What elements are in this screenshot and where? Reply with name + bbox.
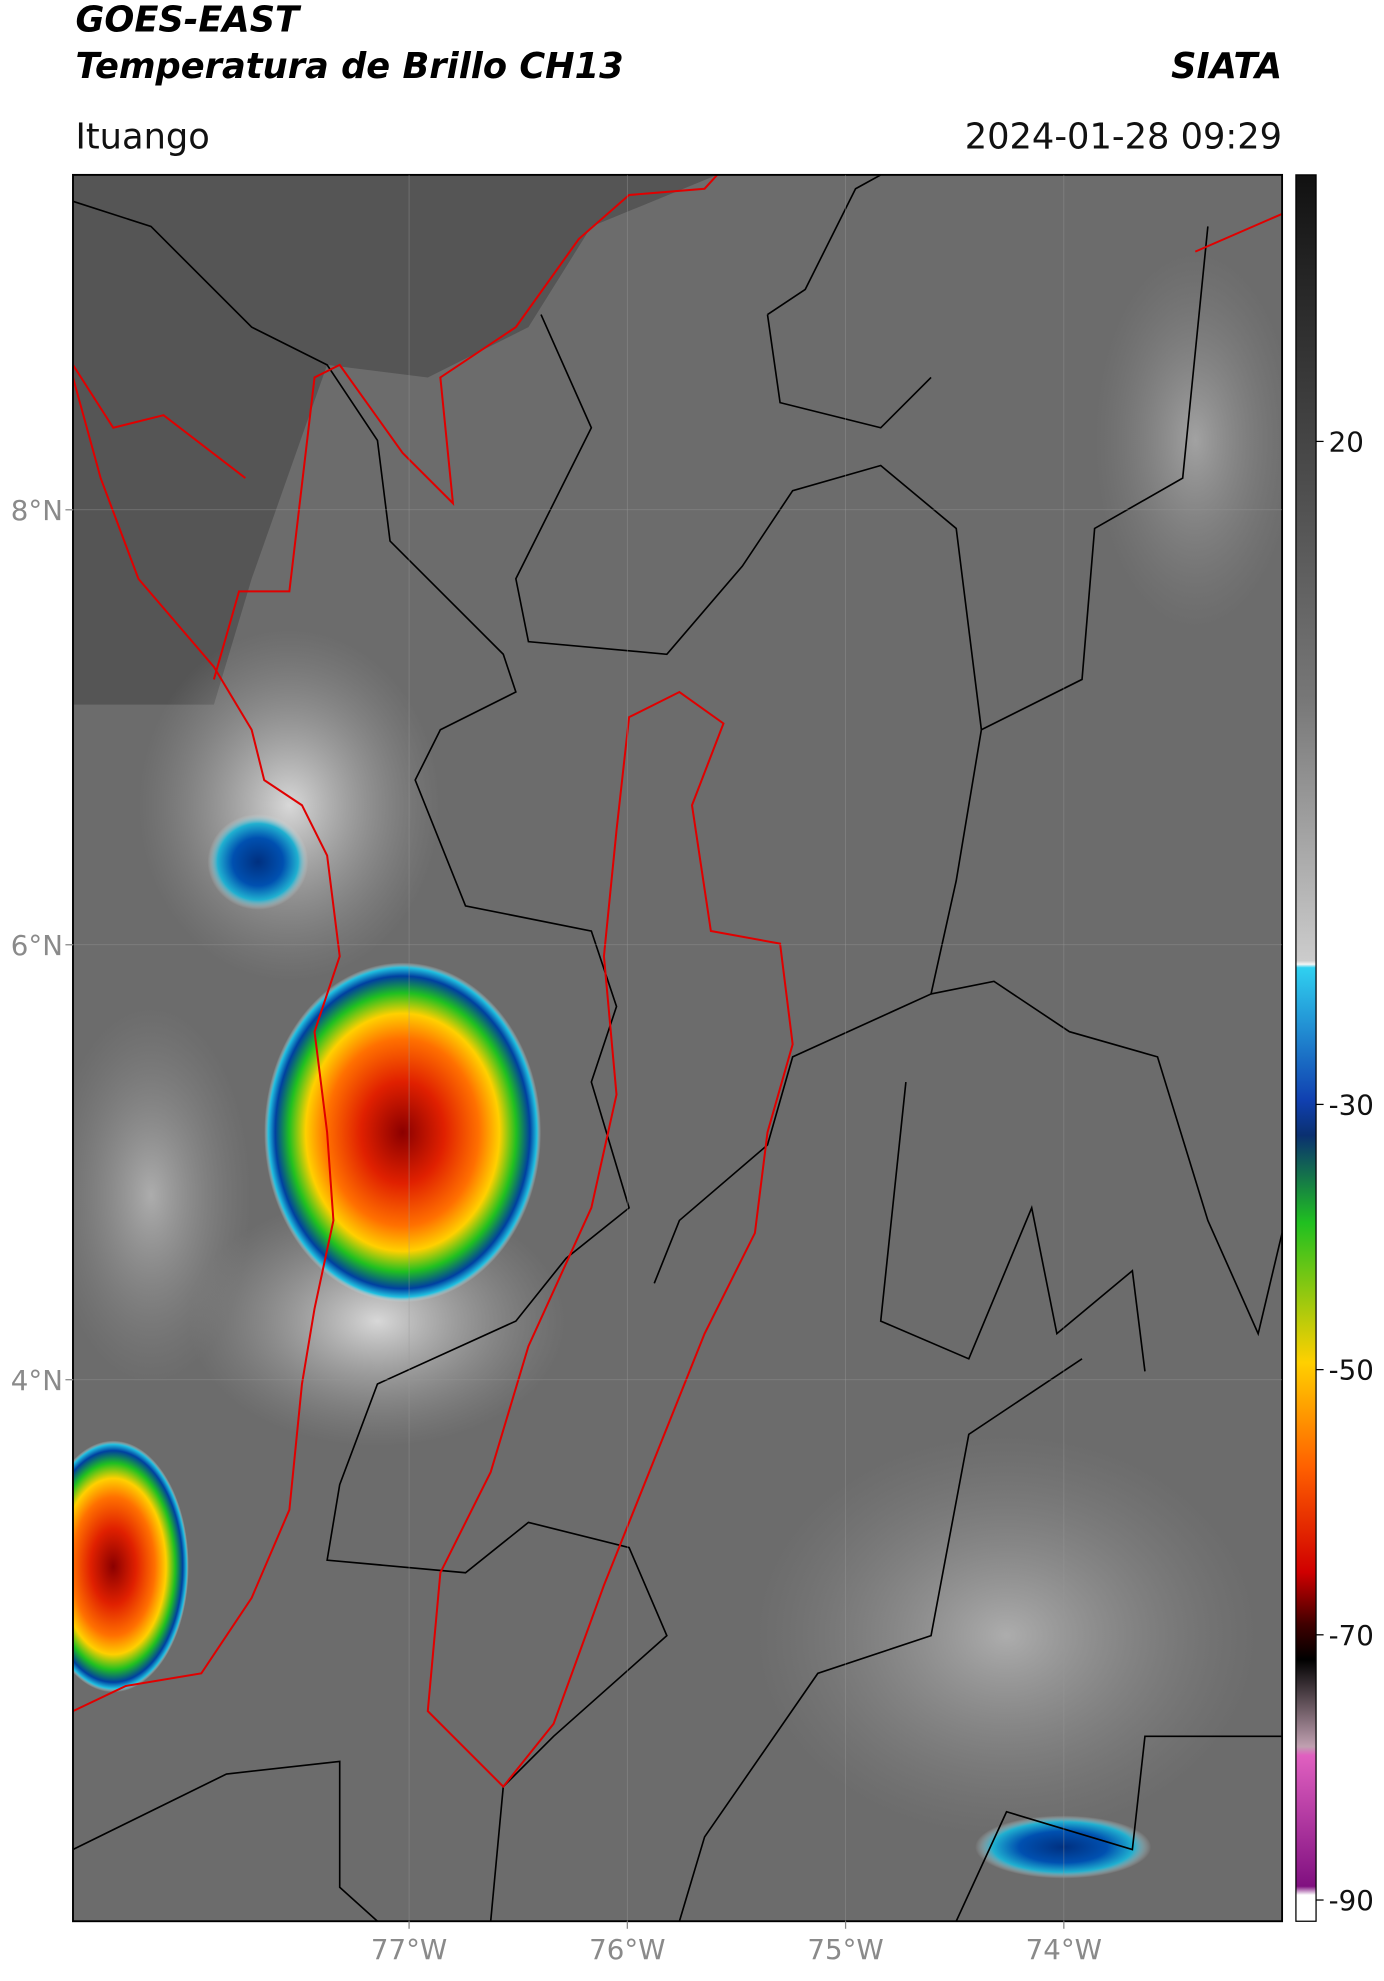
x-tick-label: 76°W: [589, 1933, 665, 1966]
map-frame: [72, 173, 1284, 1923]
y-tick-label: 8°N: [11, 494, 63, 527]
colorbar-tick-label: 20: [1329, 425, 1364, 458]
colorbar-tick-label: -30: [1329, 1088, 1374, 1121]
colorbar: [1295, 174, 1317, 1922]
colorbar-tick-label: -50: [1329, 1354, 1374, 1387]
colorbar-tick-label: -90: [1329, 1884, 1374, 1917]
satellite-image: [72, 174, 1283, 1922]
x-tick-label: 75°W: [807, 1933, 883, 1966]
x-tick-label: 74°W: [1026, 1933, 1102, 1966]
x-tick-label: 77°W: [371, 1933, 447, 1966]
title: GOES-EAST: [75, 0, 302, 40]
datetime: 2024-01-28 09:29: [965, 116, 1282, 157]
subtitle: Temperatura de Brillo CH13: [75, 46, 623, 87]
location: Ituango: [75, 116, 209, 157]
colorbar-tick-label: -70: [1329, 1619, 1374, 1652]
y-tick-label: 4°N: [11, 1364, 63, 1397]
y-tick-label: 6°N: [11, 929, 63, 962]
source: SIATA: [1171, 46, 1282, 87]
